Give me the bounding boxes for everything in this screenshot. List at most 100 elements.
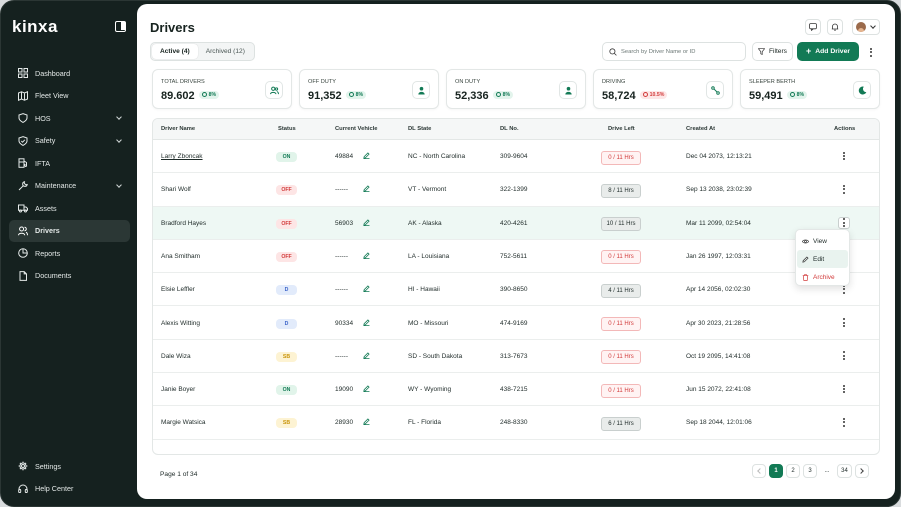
trend-up-icon bbox=[495, 92, 501, 97]
table-row[interactable]: Shari Wolf OFF ------ VT - Vermont 322-1399 8… bbox=[153, 173, 879, 207]
safety-icon bbox=[18, 135, 28, 146]
drive-left-badge: 0 / 11 Hrs bbox=[601, 317, 641, 331]
table-row[interactable]: Elsie Leffler D ------ HI - Hawaii 390-8650 4… bbox=[153, 273, 879, 307]
prev-page-button[interactable] bbox=[752, 464, 766, 478]
add-driver-button[interactable]: + Add Driver bbox=[797, 42, 859, 61]
map-icon bbox=[18, 90, 28, 101]
plus-icon: + bbox=[805, 46, 812, 56]
current-vehicle: 56903 bbox=[335, 219, 354, 227]
table-row[interactable]: Dale Wiza SB ------ SD - South Dakota 313-76… bbox=[153, 340, 879, 374]
menu-item-view[interactable]: View bbox=[797, 232, 848, 250]
column-header-dl-state[interactable]: DL State bbox=[408, 126, 432, 132]
column-header-dl-no[interactable]: DL No. bbox=[500, 126, 519, 132]
driver-name[interactable]: Ana Smitham bbox=[161, 252, 201, 260]
sidebar-item-maintenance[interactable]: Maintenance bbox=[9, 175, 130, 198]
created-at: Sep 18 2044, 12:01:06 bbox=[686, 419, 752, 427]
page-button[interactable]: 2 bbox=[786, 464, 800, 478]
driver-name[interactable]: Shari Wolf bbox=[161, 186, 191, 194]
table-row[interactable]: Ana Smitham OFF ------ LA - Louisiana 752-56… bbox=[153, 240, 879, 274]
sidebar-item-dashboard[interactable]: Dashboard bbox=[9, 62, 130, 85]
table-row[interactable]: Bradford Hayes OFF 56903 AK - Alaska 420-426… bbox=[153, 206, 879, 240]
filter-icon bbox=[758, 48, 766, 55]
driver-name[interactable]: Bradford Hayes bbox=[161, 219, 207, 227]
column-header-drive-left[interactable]: Drive Left bbox=[608, 126, 635, 132]
sidebar-item-ifta[interactable]: IFTA bbox=[9, 152, 130, 175]
row-actions-button[interactable] bbox=[838, 416, 850, 428]
more-options-button[interactable] bbox=[865, 44, 877, 60]
created-at: Sep 13 2038, 23:02:39 bbox=[686, 186, 752, 194]
account-menu[interactable] bbox=[852, 19, 880, 35]
row-actions-button[interactable] bbox=[838, 383, 850, 395]
table-row[interactable]: Janie Boyer ON 19090 WY - Wyoming 438-7215 0 … bbox=[153, 373, 879, 407]
row-actions-button[interactable] bbox=[838, 317, 850, 329]
page-button[interactable]: 3 bbox=[803, 464, 817, 478]
sidebar-item-documents[interactable]: Documents bbox=[9, 265, 130, 288]
tab-active[interactable]: Active (4) bbox=[152, 44, 198, 59]
filters-button[interactable]: Filters bbox=[752, 42, 793, 61]
sidebar-item-safety[interactable]: Safety bbox=[9, 130, 130, 153]
search-icon bbox=[609, 47, 617, 56]
brand-logo[interactable]: kinxa bbox=[12, 17, 58, 36]
chat-button[interactable] bbox=[805, 19, 821, 35]
pencil-icon[interactable] bbox=[363, 152, 370, 159]
sidebar-collapse-icon[interactable] bbox=[115, 21, 126, 32]
users-icon bbox=[18, 226, 28, 236]
pencil-icon[interactable] bbox=[363, 252, 370, 259]
page-button[interactable]: 1 bbox=[769, 464, 783, 478]
more-vertical-icon bbox=[870, 47, 872, 50]
column-header-driver-name[interactable]: Driver Name bbox=[161, 126, 196, 132]
notifications-button[interactable] bbox=[827, 19, 843, 35]
menu-item-edit[interactable]: Edit bbox=[797, 250, 848, 268]
driver-name[interactable]: Larry Zboncak bbox=[161, 153, 203, 160]
more-vertical-icon bbox=[843, 318, 845, 321]
row-actions-button[interactable] bbox=[838, 216, 850, 229]
pencil-icon[interactable] bbox=[363, 352, 370, 359]
menu-item-archive[interactable]: Archive bbox=[797, 268, 848, 286]
driver-name[interactable]: Janie Boyer bbox=[161, 386, 196, 394]
pencil-icon[interactable] bbox=[363, 418, 370, 426]
driver-name[interactable]: Alexis Witting bbox=[161, 319, 201, 327]
pencil-icon[interactable] bbox=[363, 385, 370, 393]
driver-name[interactable]: Margie Watsica bbox=[161, 419, 206, 427]
sidebar-item-reports[interactable]: Reports bbox=[9, 242, 130, 265]
sidebar-item-settings[interactable]: Settings bbox=[9, 455, 130, 478]
row-actions-button[interactable] bbox=[838, 350, 850, 362]
sidebar-item-fleet-view[interactable]: Fleet View bbox=[9, 85, 130, 108]
current-vehicle: ------ bbox=[335, 186, 348, 194]
driver-name[interactable]: Dale Wiza bbox=[161, 352, 191, 360]
sidebar-item-label: HOS bbox=[35, 113, 51, 123]
pencil-icon[interactable] bbox=[363, 318, 370, 326]
drive-left-badge: 0 / 11 Hrs bbox=[601, 250, 641, 265]
search-input[interactable] bbox=[621, 48, 741, 55]
sidebar-item-drivers[interactable]: Drivers bbox=[9, 219, 130, 242]
sidebar-item-hos[interactable]: HOS bbox=[9, 107, 130, 130]
pencil-icon[interactable] bbox=[363, 218, 370, 226]
row-actions-button[interactable] bbox=[838, 150, 850, 162]
column-header-created-at[interactable]: Created At bbox=[686, 126, 716, 132]
dl-number: 248-8330 bbox=[500, 419, 528, 427]
dl-number: 438-7215 bbox=[500, 386, 528, 394]
sidebar-item-help-center[interactable]: Help Center bbox=[9, 478, 130, 501]
row-actions-button[interactable] bbox=[838, 183, 850, 195]
current-vehicle: 28930 bbox=[335, 419, 354, 427]
dl-number: 420-4261 bbox=[500, 219, 528, 227]
column-header-status[interactable]: Status bbox=[278, 126, 296, 132]
sidebar-item-assets[interactable]: Assets bbox=[9, 197, 130, 220]
documents-icon bbox=[18, 270, 28, 281]
sidebar-item-label: Settings bbox=[35, 461, 61, 471]
stat-label: ON DUTY bbox=[455, 79, 481, 85]
tab-archived[interactable]: Archived (12) bbox=[205, 48, 245, 55]
dl-state: AK - Alaska bbox=[408, 219, 442, 227]
more-vertical-icon bbox=[843, 184, 845, 187]
column-header-current-vehicle[interactable]: Current Vehicle bbox=[335, 126, 378, 132]
page-button[interactable]: 34 bbox=[837, 464, 852, 478]
current-vehicle: ------ bbox=[335, 286, 348, 294]
avatar bbox=[856, 22, 866, 32]
pencil-icon[interactable] bbox=[363, 285, 370, 293]
table-row[interactable]: Margie Watsica SB 28930 FL - Florida 248-833… bbox=[153, 406, 879, 440]
table-row[interactable]: Larry Zboncak ON 49884 NC - North Carolina 3… bbox=[153, 140, 879, 174]
pencil-icon[interactable] bbox=[363, 185, 370, 193]
next-page-button[interactable] bbox=[855, 464, 869, 478]
driver-name[interactable]: Elsie Leffler bbox=[161, 286, 195, 294]
table-row[interactable]: Alexis Witting D 90334 MO - Missouri 474-916… bbox=[153, 307, 879, 340]
